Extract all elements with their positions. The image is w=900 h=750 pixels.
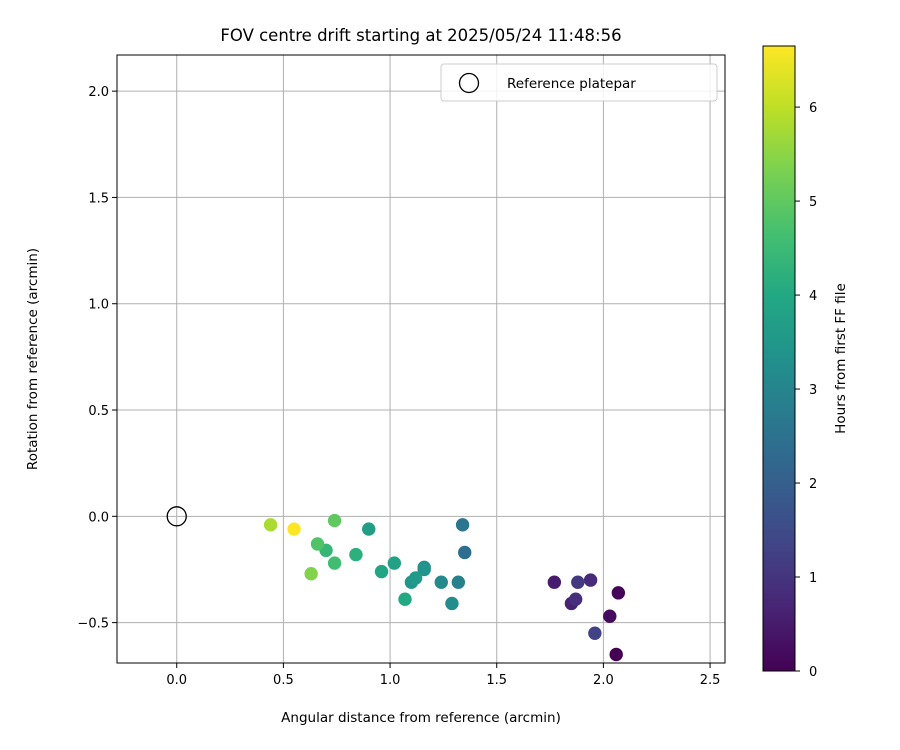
data-point (263, 518, 278, 532)
axis-ticks: 0.0 0.5 1.0 1.5 2.0 2.5 −0.5 0.0 0.5 1.0 1.5 2.0 (77, 85, 720, 688)
colorbar-ticks: 0 1 2 3 4 5 6 (795, 101, 817, 680)
data-point (349, 547, 363, 562)
data-point (287, 522, 301, 536)
data-point (387, 556, 402, 570)
colorbar-tick-label: 4 (809, 289, 817, 304)
x-tick-label: 1.0 (380, 673, 401, 688)
y-tick-label: 0.5 (88, 404, 109, 419)
data-point (304, 567, 318, 581)
data-point (408, 571, 423, 585)
y-tick-label: 1.0 (88, 298, 109, 313)
data-point (398, 592, 412, 606)
data-point (434, 575, 448, 589)
x-tick-label: 2.0 (593, 673, 614, 688)
colorbar-tick-label: 1 (809, 571, 817, 586)
y-tick-label: 1.5 (88, 191, 109, 206)
reference-platepar-marker (166, 506, 187, 527)
chart-title: FOV centre drift starting at 2025/05/24 … (220, 26, 621, 45)
data-point (327, 513, 342, 528)
plot-area-frame (116, 54, 726, 664)
data-point (310, 537, 325, 551)
grid (117, 55, 725, 663)
data-point (455, 518, 470, 532)
data-point (609, 647, 623, 662)
data-point (445, 596, 459, 611)
legend-box (440, 63, 718, 102)
colorbar-label: Hours from first FF file (833, 283, 849, 434)
y-tick-label: 2.0 (88, 85, 109, 100)
colorbar-tick-label: 6 (809, 101, 817, 116)
data-point (451, 575, 466, 589)
data-point (568, 592, 583, 606)
x-tick-label: 2.5 (700, 673, 721, 688)
data-point (583, 573, 598, 587)
legend: Reference platepar (440, 63, 718, 102)
data-point (611, 586, 626, 600)
legend-entry-label: Reference platepar (507, 76, 636, 92)
y-axis-label: Rotation from reference (arcmin) (25, 248, 41, 470)
colorbar-gradient (763, 46, 795, 671)
data-point (547, 575, 562, 589)
data-point (417, 562, 431, 577)
scatter-points (263, 513, 626, 662)
colorbar-tick-label: 2 (809, 477, 817, 492)
data-point (571, 575, 585, 589)
colorbar: 0 1 2 3 4 5 6 Hours from first FF file (762, 45, 849, 680)
reference-marker-layer (166, 506, 187, 527)
data-point (374, 564, 389, 579)
data-point (362, 522, 376, 536)
x-tick-label: 0.0 (166, 673, 187, 688)
y-tick-label: −0.5 (77, 617, 109, 632)
y-tick-label: 0.0 (88, 510, 109, 525)
data-point (588, 626, 602, 640)
colorbar-tick-label: 3 (809, 383, 817, 398)
data-point (458, 545, 472, 560)
data-point (327, 556, 342, 570)
x-tick-label: 1.5 (486, 673, 507, 688)
x-axis-label: Angular distance from reference (arcmin) (281, 710, 561, 726)
legend-marker-open-circle (458, 72, 480, 94)
colorbar-tick-label: 5 (809, 195, 817, 210)
data-point (603, 609, 617, 623)
x-tick-label: 0.5 (273, 673, 294, 688)
colorbar-frame (762, 45, 796, 672)
colorbar-tick-label: 0 (809, 665, 817, 680)
